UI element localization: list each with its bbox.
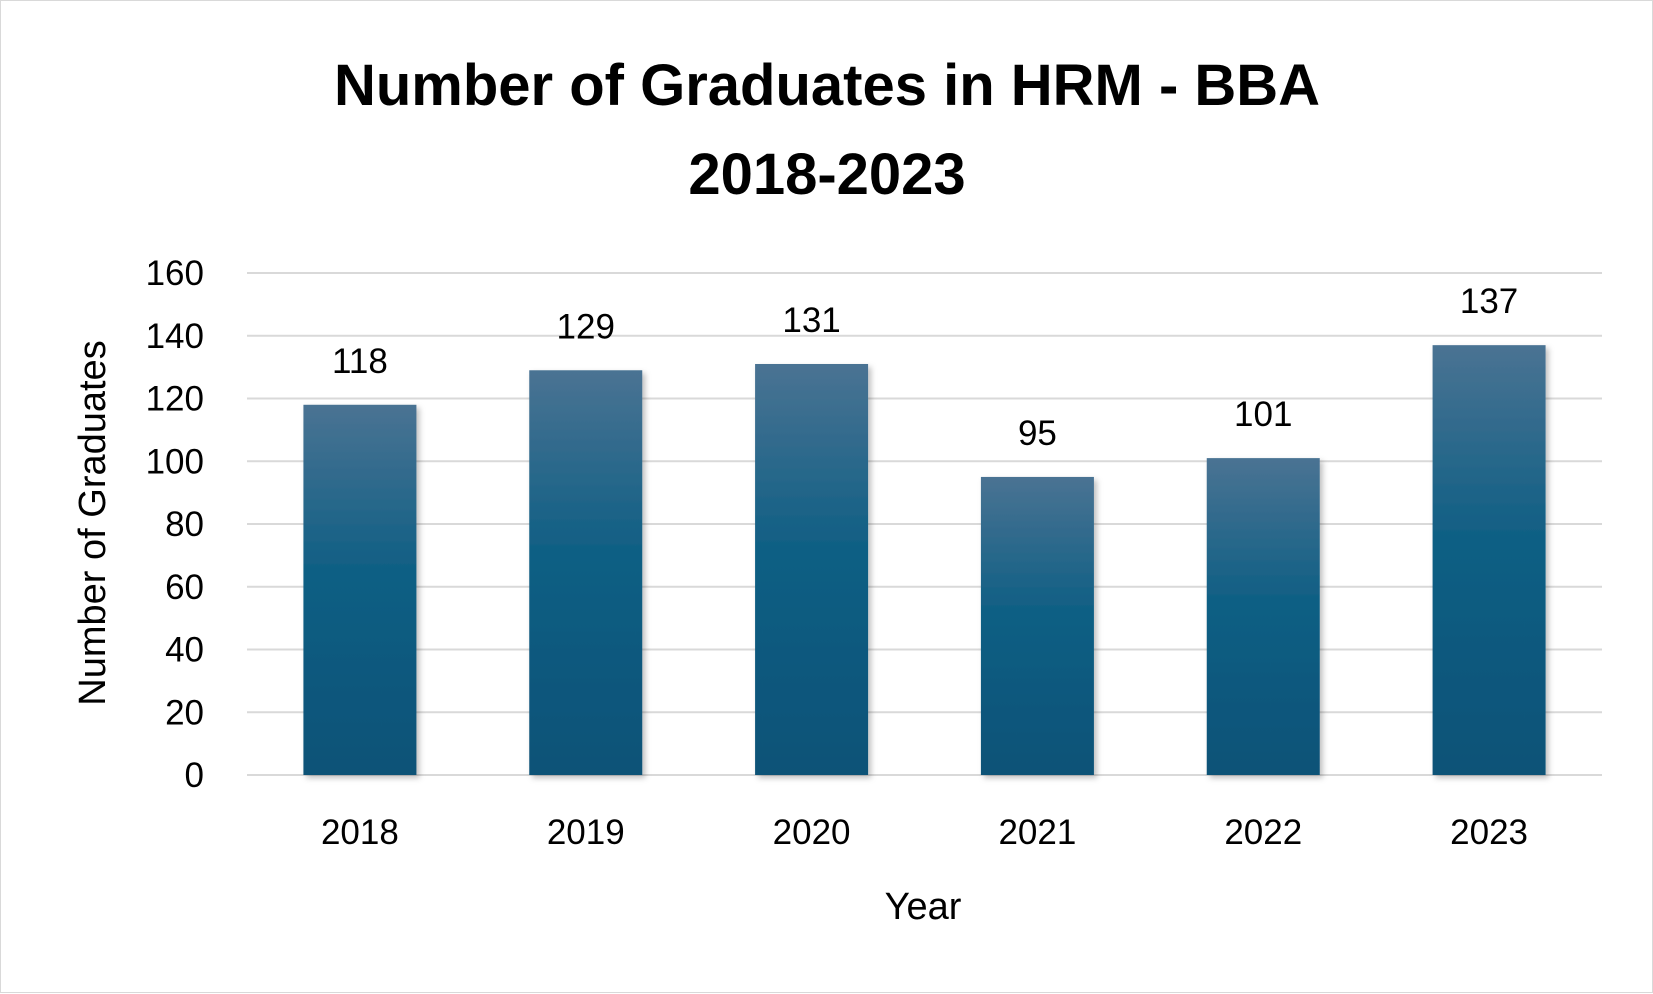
y-tick-label: 80: [165, 505, 204, 544]
x-axis-ticks: 2018 2019 2020 2021 2022 2023: [321, 813, 1528, 852]
x-tick-label-2020: 2020: [773, 813, 851, 852]
x-axis-title: Year: [885, 886, 962, 928]
data-label-2023: 137: [1460, 282, 1518, 321]
data-label-2022: 101: [1234, 395, 1292, 434]
bar-2018: [303, 404, 417, 775]
bar-2023: [1432, 345, 1546, 775]
x-tick-label-2019: 2019: [547, 813, 625, 852]
y-axis-title: Number of Graduates: [72, 340, 114, 705]
data-label-2021: 95: [1018, 414, 1057, 453]
y-tick-label: 140: [146, 317, 204, 356]
bars: [303, 345, 1546, 775]
y-tick-label: 60: [165, 568, 204, 607]
data-labels: 118 129 131 95 101 137: [332, 282, 1518, 453]
y-tick-label: 160: [146, 254, 204, 293]
x-tick-label-2021: 2021: [998, 813, 1076, 852]
x-tick-label-2023: 2023: [1450, 813, 1528, 852]
bar-2020: [755, 363, 869, 775]
x-tick-label-2022: 2022: [1224, 813, 1302, 852]
y-axis-ticks: 0 20 40 60 80 100 120 140 160: [146, 254, 204, 795]
x-tick-label-2018: 2018: [321, 813, 399, 852]
gridlines: [247, 272, 1602, 776]
data-label-2020: 131: [782, 301, 840, 340]
y-tick-label: 20: [165, 693, 204, 732]
bar-2022: [1206, 458, 1320, 775]
bar-2019: [529, 370, 643, 775]
bar-2021: [980, 476, 1094, 775]
y-tick-label: 100: [146, 442, 204, 481]
y-tick-label: 120: [146, 380, 204, 419]
chart-subtitle: 2018-2023: [688, 142, 965, 207]
data-label-2018: 118: [332, 342, 388, 381]
y-tick-label: 40: [165, 631, 204, 670]
y-tick-label: 0: [185, 756, 204, 795]
data-label-2019: 129: [557, 307, 615, 346]
chart-title: Number of Graduates in HRM - BBA: [334, 53, 1320, 118]
